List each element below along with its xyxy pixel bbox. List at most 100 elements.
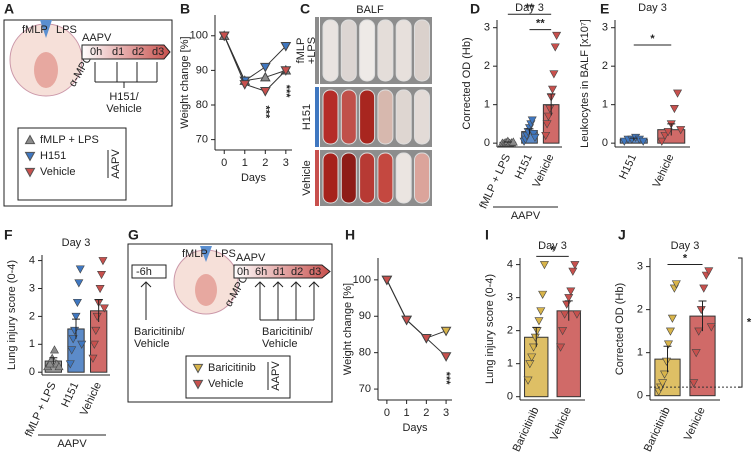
protocol-label: AAPV: [236, 252, 266, 264]
point: [560, 310, 570, 319]
point: [658, 379, 668, 388]
dosing-arrows: [94, 62, 158, 88]
point: [381, 275, 393, 286]
chart-title: Day 3: [538, 240, 567, 252]
point: [525, 360, 535, 369]
error-bar: [629, 137, 638, 141]
legend-label: Vehicle: [40, 166, 75, 178]
chart-title: Day 3: [638, 2, 667, 14]
point: [704, 267, 714, 276]
point: [259, 87, 271, 97]
panel-g: G fMLP LPS α-MPO AAPV -6h 0h 6h d1 d2 d3…: [127, 227, 333, 403]
point: [667, 314, 677, 323]
chart-title: Day 3: [515, 2, 544, 14]
y-axis-label: Weight change [%]: [342, 283, 354, 375]
error-bar: [663, 345, 672, 373]
dosing-arrows: [140, 281, 320, 321]
point: [65, 360, 75, 369]
error-bar: [72, 318, 80, 339]
point: [527, 353, 537, 362]
y-tick-label: 3: [637, 261, 643, 273]
significance-label: ***: [440, 372, 452, 386]
x-tick-label: fMLP + LPS: [477, 152, 513, 210]
instillation-icon: [40, 20, 52, 38]
point: [259, 71, 271, 82]
y-tick-label: 1: [637, 347, 643, 359]
stimulus-label: LPS: [56, 24, 77, 36]
point: [689, 379, 699, 388]
treatment-label: H151/: [109, 91, 139, 103]
group-label: AAPV: [511, 210, 541, 222]
y-tick-label: 2: [29, 310, 35, 322]
point: [638, 137, 648, 146]
point: [572, 310, 582, 319]
point: [549, 70, 559, 79]
panel-c: C BALF fMLP +LPS H151 Vehicle: [295, 1, 432, 206]
lungs: [195, 274, 217, 306]
image-title: BALF: [356, 4, 384, 16]
point: [662, 357, 672, 366]
stimulus-label: LPS: [215, 248, 236, 260]
y-tick-label: 70: [196, 134, 208, 146]
tube: [414, 152, 430, 204]
point: [70, 326, 80, 335]
point: [556, 343, 566, 352]
y-tick-label: 3: [29, 282, 35, 294]
x-tick-label: Vehicle: [548, 405, 574, 442]
tube: [414, 19, 430, 82]
legend-label: H151: [40, 150, 66, 162]
y-tick-label: 2: [507, 325, 513, 337]
group-strip: [315, 17, 319, 84]
y-tick-label: 1: [507, 358, 513, 370]
panel-letter: H: [345, 227, 355, 243]
photo-row: [320, 150, 432, 206]
x-tick-label: 0: [221, 157, 227, 169]
error-bar: [698, 300, 707, 332]
y-tick-label: 4: [29, 254, 35, 266]
y-axis-label: Corrected OD (Hb): [461, 37, 473, 129]
legend-marker: [192, 363, 204, 374]
timepoint: d3: [309, 266, 321, 278]
point: [88, 354, 98, 363]
chart-title: Day 3: [62, 237, 91, 249]
point: [570, 261, 580, 270]
point: [663, 128, 673, 137]
point: [77, 340, 87, 349]
y-tick-label: 0: [29, 366, 35, 378]
group-strip: [315, 87, 319, 147]
point: [532, 327, 542, 336]
timepoint: d3: [152, 46, 164, 58]
x-tick-label: Vehicle: [78, 380, 104, 417]
error-bar: [94, 299, 103, 322]
point: [218, 31, 230, 42]
point: [539, 261, 549, 270]
group-label: AAPV: [57, 438, 87, 450]
y-tick-label: 0: [637, 390, 643, 402]
y-tick-label: 100: [190, 30, 208, 42]
x-tick-label: 2: [423, 407, 429, 419]
point: [45, 359, 55, 368]
point: [541, 131, 551, 141]
treatment-label: Vehicle: [262, 338, 297, 350]
row-label: Vehicle: [301, 160, 313, 195]
y-tick-label: 2: [484, 60, 490, 72]
timepoint: d1: [112, 46, 124, 58]
legend-label: Vehicle: [208, 378, 243, 390]
protocol-label: AAPV: [82, 32, 112, 44]
panel-letter: F: [4, 227, 13, 243]
legend-marker: [24, 151, 36, 162]
point: [542, 120, 552, 129]
point: [259, 62, 271, 73]
stimulus-label: fMLP: [22, 24, 48, 36]
x-tick-label: 3: [283, 157, 289, 169]
timepoint: -6h: [136, 266, 152, 278]
point: [54, 362, 64, 371]
point: [548, 85, 558, 94]
x-tick-label: 3: [443, 407, 449, 419]
significance-label: **: [536, 18, 545, 30]
point: [696, 306, 706, 315]
y-axis-label: Lung injury score (0-4): [484, 274, 496, 384]
tube: [359, 89, 376, 145]
y-tick-label: 0: [602, 137, 608, 149]
y-tick-label: 70: [359, 383, 371, 395]
